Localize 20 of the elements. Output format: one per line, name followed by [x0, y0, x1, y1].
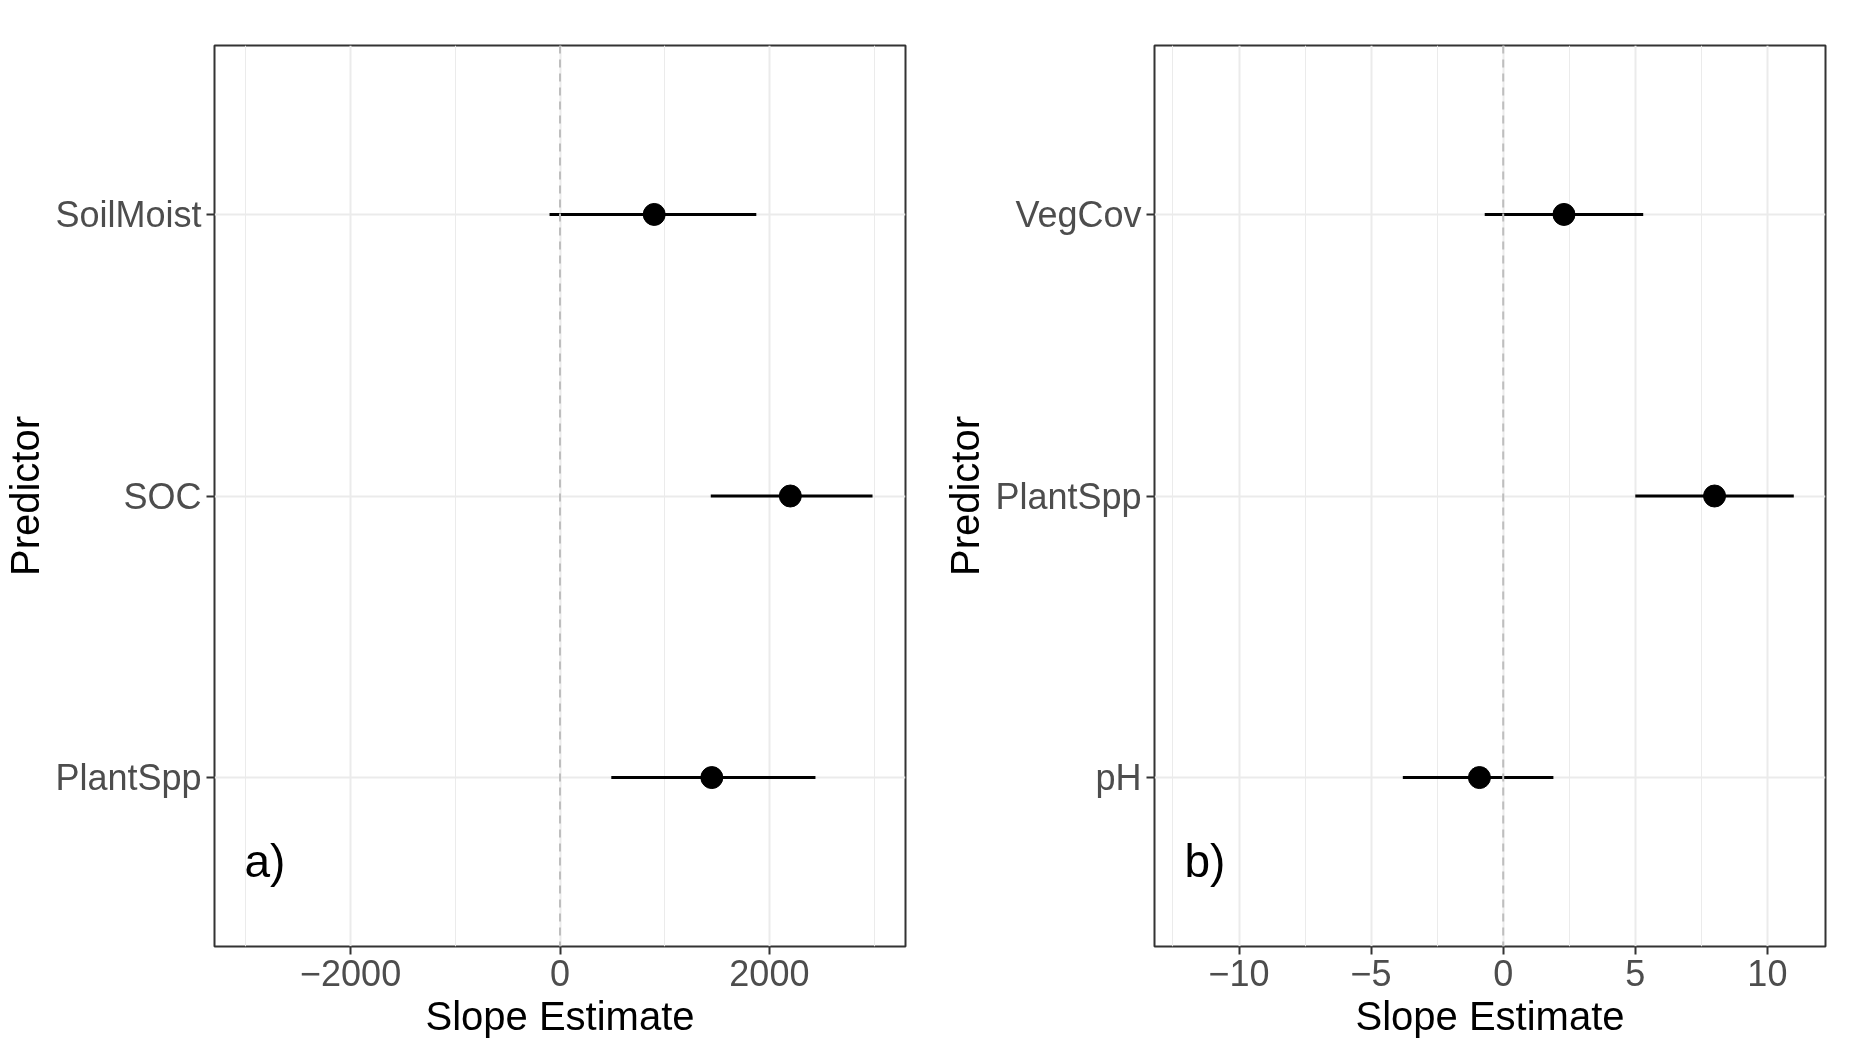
- x-tick-label: −2000: [300, 952, 402, 994]
- x-tick-label: 10: [1747, 952, 1788, 994]
- y-tick-label: SOC: [123, 475, 202, 517]
- x-tick-label: −10: [1208, 952, 1270, 994]
- annotation: a): [244, 834, 286, 887]
- y-axis-title: Predictor: [943, 415, 988, 577]
- x-tick-label: −5: [1350, 952, 1392, 994]
- y-tick-label: pH: [1095, 757, 1142, 799]
- x-axis-title: Slope Estimate: [425, 993, 695, 1038]
- x-axis-title: Slope Estimate: [1355, 993, 1625, 1038]
- x-tick-label: 0: [549, 952, 571, 994]
- x-tick-label: 0: [1493, 952, 1514, 994]
- annotation: b): [1184, 834, 1226, 887]
- y-axis-title: Predictor: [3, 415, 48, 577]
- y-tick-label: VegCov: [1015, 193, 1142, 235]
- x-tick-label: 2000: [729, 952, 810, 994]
- y-tick-label: PlantSpp: [995, 475, 1142, 517]
- x-tick-label: 5: [1625, 952, 1646, 994]
- y-tick-label: PlantSpp: [55, 757, 202, 799]
- y-tick-label: SoilMoist: [55, 193, 202, 235]
